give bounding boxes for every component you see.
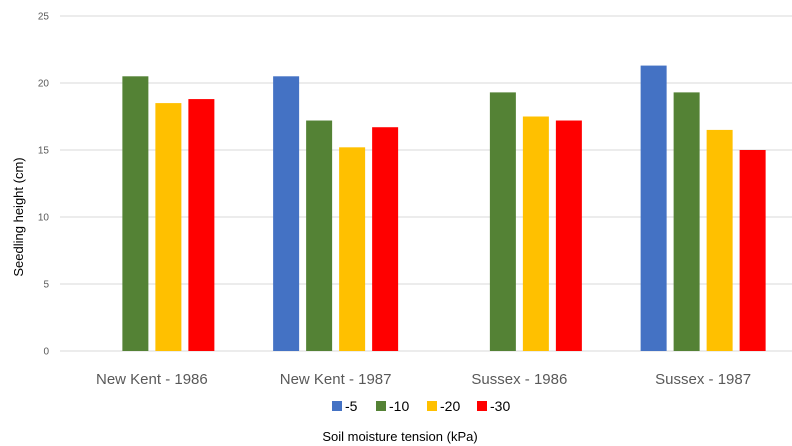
legend-swatch [427,401,437,411]
bar-1-4 [188,99,215,351]
x-category-label: Sussex - 1987 [655,371,751,388]
bar-4-3 [706,129,733,351]
bar-1-3 [155,103,182,351]
legend-label: -30 [490,398,510,414]
gridlines [60,15,792,352]
bar-3-3 [522,116,549,351]
bar-3-4 [555,120,582,352]
bar-2-2 [306,120,333,352]
legend-label: -10 [389,398,409,414]
legend-label: -20 [440,398,460,414]
bar-4-4 [739,150,766,351]
bar-2-4 [372,127,399,351]
x-category-label: New Kent - 1987 [280,371,392,388]
bars [122,65,766,352]
x-category-label: Sussex - 1986 [471,371,567,388]
x-category-labels: New Kent - 1986 New Kent - 1987 Sussex - 1… [96,371,751,388]
y-axis-title: Seedling height (cm) [11,157,26,276]
bar-3-2 [489,92,516,351]
y-tick-labels: 0 5 10 15 20 25 [38,12,50,358]
y-tick-label: 5 [43,280,49,291]
x-axis-title: Soil moisture tension (kPa) [322,429,477,444]
bar-1-2 [122,76,149,352]
y-tick-label: 0 [43,347,49,358]
y-tick-label: 25 [38,12,50,23]
legend-swatch [332,401,342,411]
y-tick-label: 20 [38,79,50,90]
bar-4-1 [640,65,667,351]
y-tick-label: 15 [38,146,50,157]
legend-swatch [376,401,386,411]
legend-label: -5 [345,398,358,414]
x-category-label: New Kent - 1986 [96,371,208,388]
bar-2-1 [273,76,300,352]
bar-4-2 [673,92,700,351]
legend-swatch [477,401,487,411]
y-tick-label: 10 [38,213,50,224]
bar-2-3 [339,147,366,351]
legend: -5 -10 -20 -30 [332,398,510,414]
